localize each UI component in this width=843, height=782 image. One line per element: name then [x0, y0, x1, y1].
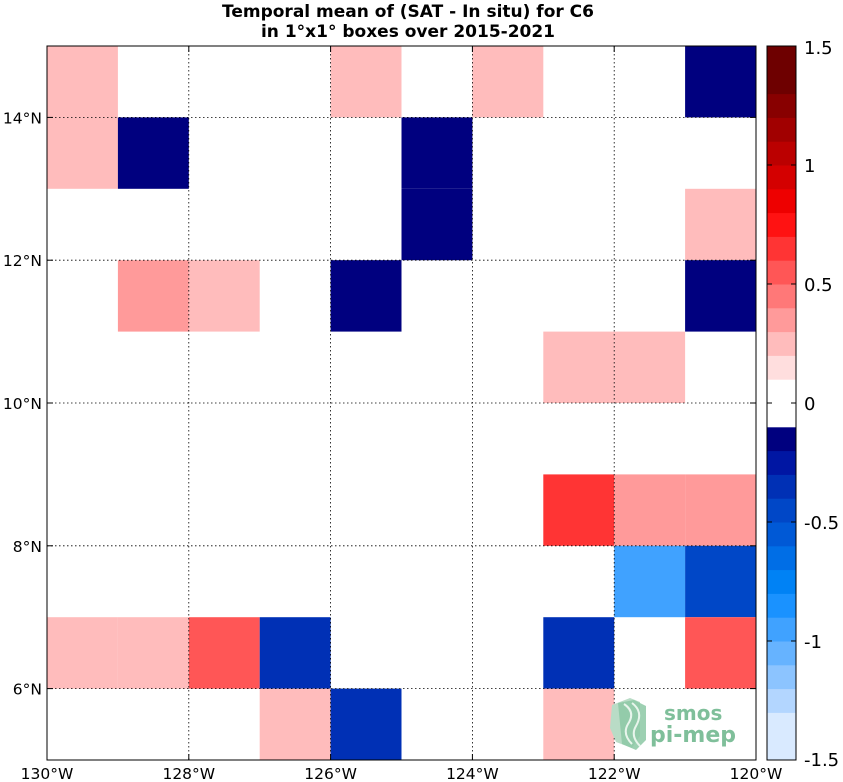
y-tick-label: 14°N: [3, 109, 42, 127]
colorbar-segment: [767, 593, 796, 618]
colorbar-segment: [767, 403, 796, 428]
colorbar-segment: [767, 450, 796, 475]
heatmap-cell: [685, 474, 756, 546]
colorbar-tick-label: 1: [804, 156, 815, 177]
heatmap-cell: [47, 117, 118, 189]
colorbar-segment: [767, 188, 796, 214]
heatmap-cell: [543, 617, 615, 689]
heatmap-cell: [685, 545, 756, 618]
heatmap-cell: [117, 260, 189, 332]
heatmap-cell: [117, 117, 189, 189]
colorbar-segment: [767, 236, 796, 261]
colorbar-segment: [767, 93, 796, 118]
colorbar-tick-label: 0: [804, 394, 815, 415]
logo-waves-icon: [610, 698, 646, 750]
heatmap-cell: [259, 617, 331, 689]
y-tick-label: 10°N: [3, 395, 42, 413]
heatmap-cell: [685, 46, 756, 118]
logo-line2: pi-mep: [650, 723, 736, 748]
heatmap-cell: [47, 46, 118, 118]
colorbar-segment: [767, 260, 796, 285]
colorbar-segment: [767, 736, 796, 761]
colorbar-segment: [767, 474, 796, 499]
heatmap-cell: [543, 474, 615, 546]
x-axis: 130°W 128°W 126°W 124°W 122°W 120°W: [21, 46, 783, 782]
heatmap-cell: [614, 474, 686, 546]
colorbar-tick-label: 0.5: [804, 275, 833, 296]
heatmap-cell: [685, 260, 756, 332]
smos-pi-mep-logo: smos pi-mep: [610, 698, 736, 750]
heatmap-cell: [188, 617, 260, 689]
heatmap-cell: [685, 617, 756, 689]
colorbar-segment: [767, 641, 796, 666]
heatmap-cell: [543, 688, 615, 760]
heatmap-cell: [401, 188, 473, 261]
x-tick-label: 128°W: [162, 765, 215, 782]
colorbar-segment: [767, 522, 796, 547]
colorbar-segment: [767, 331, 796, 356]
colorbar-ticks: 1.5 1 0.5 0 -0.5 -1 -1.5: [767, 38, 839, 771]
heatmap-cell: [47, 617, 118, 689]
colorbar-segment: [767, 688, 796, 713]
heatmap-cell: [543, 331, 615, 403]
grid-lines: [47, 46, 756, 760]
colorbar-segment: [767, 307, 796, 333]
colorbar-segment: [767, 212, 796, 237]
logo-line1: smos: [664, 701, 722, 725]
colorbar-segment: [767, 69, 796, 95]
x-tick-label: 130°W: [21, 765, 74, 782]
colorbar-segment: [767, 545, 796, 571]
colorbar-tick-label: -1: [804, 632, 822, 653]
colorbar-segment: [767, 355, 796, 380]
y-axis: 6°N 8°N 10°N 12°N 14°N: [3, 109, 756, 699]
x-tick-label: 126°W: [304, 765, 357, 782]
heatmap-cell: [188, 260, 260, 332]
colorbar-segment: [767, 569, 796, 594]
colorbar-segment: [767, 117, 796, 142]
colorbar-segment: [767, 379, 796, 404]
y-tick-label: 12°N: [3, 252, 42, 270]
heatmap-cell: [614, 545, 686, 618]
heatmap-cell: [117, 617, 189, 689]
chart-title: Temporal mean of (SAT - In situ) for C6: [222, 2, 594, 22]
x-tick-label: 120°W: [730, 765, 783, 782]
heatmap-cell: [259, 688, 331, 760]
colorbar-segment: [767, 284, 796, 309]
heatmap-cells: [47, 46, 756, 760]
chart-subtitle: in 1°x1° boxes over 2015-2021: [261, 22, 555, 42]
x-tick-label: 122°W: [588, 765, 641, 782]
colorbar-segment: [767, 46, 796, 71]
colorbar-segment: [767, 165, 796, 190]
colorbar: [766, 45, 797, 761]
colorbar-tick-label: -1.5: [804, 750, 839, 771]
colorbar-segment: [767, 712, 796, 737]
heatmap-cell: [330, 46, 402, 118]
heatmap-cell: [685, 188, 756, 261]
y-tick-label: 6°N: [13, 681, 42, 699]
colorbar-segment: [767, 141, 796, 166]
x-tick-label: 124°W: [446, 765, 499, 782]
heatmap-cell: [472, 46, 544, 118]
colorbar-segment: [767, 426, 796, 452]
heatmap-cell: [330, 688, 402, 760]
colorbar-tick-label: -0.5: [804, 513, 839, 534]
heatmap-cell: [330, 260, 402, 332]
colorbar-segment: [767, 617, 796, 642]
heatmap-cell: [614, 331, 686, 403]
colorbar-segment: [767, 498, 796, 523]
colorbar-segment: [767, 664, 796, 690]
heatmap-cell: [401, 117, 473, 189]
colorbar-tick-label: 1.5: [804, 38, 833, 59]
y-tick-label: 8°N: [13, 538, 42, 556]
